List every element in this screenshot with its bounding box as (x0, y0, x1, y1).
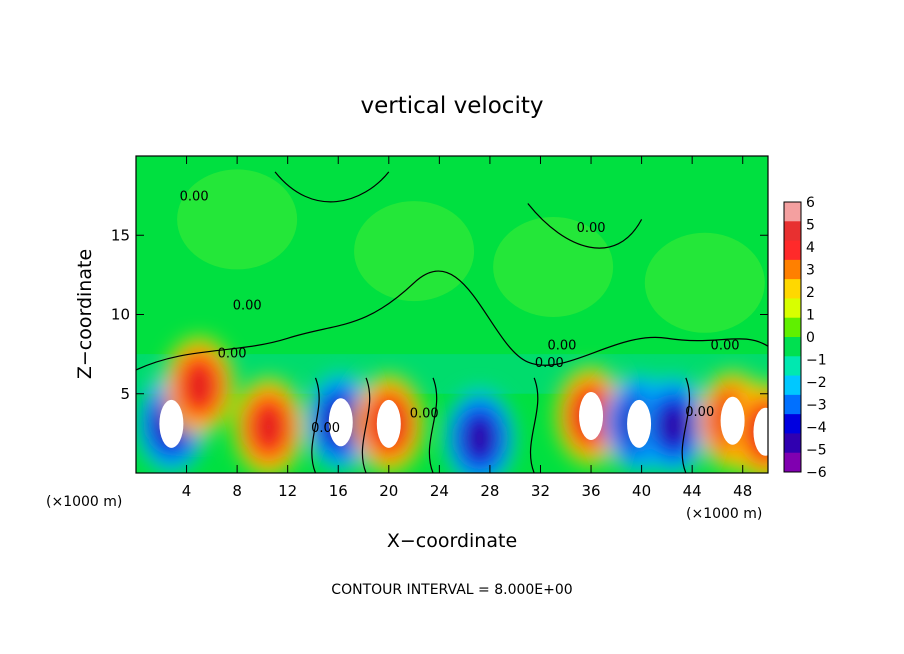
colorbar-label-0: 6 (806, 195, 815, 211)
colorbar-swatch-10 (784, 394, 801, 415)
colorbar-label-1: 5 (806, 218, 815, 234)
colorbar-label-3: 3 (806, 263, 815, 279)
contour-label-8: 0.00 (711, 338, 740, 353)
x-tick-label-28: 28 (480, 482, 499, 500)
cell-5-layer-3 (466, 418, 494, 458)
heatmap-plot-area (136, 156, 768, 473)
colorbar-label-5: 1 (806, 308, 815, 324)
x-axis: 4 8 12 16 20 24 28 32 36 40 44 48 (182, 156, 752, 500)
colorbar-swatch-2 (784, 240, 801, 261)
colorbar-label-11: −5 (806, 443, 827, 459)
chart-title: vertical velocity (361, 93, 544, 119)
x-tick-label-24: 24 (430, 482, 449, 500)
y-axis: 5 10 15 (111, 226, 768, 403)
x-tick-label-12: 12 (278, 482, 297, 500)
contour-interval: CONTOUR INTERVAL = 8.000E+00 (331, 582, 572, 598)
cell-core-0 (159, 399, 184, 448)
cell-core-7 (627, 399, 652, 448)
x-tick-label-4: 4 (182, 482, 192, 500)
zero-contour-top-right (527, 203, 643, 249)
colorbar-swatch-7 (784, 337, 801, 357)
colorbar-swatch-12 (784, 433, 801, 454)
zero-contour-vertical-0 (311, 377, 320, 473)
colorbar-label-9: −3 (806, 398, 827, 414)
y-tick-label-15: 15 (111, 226, 130, 244)
colorbar-swatch-13 (784, 452, 801, 473)
field-band-1 (354, 201, 475, 302)
cell-core-3 (328, 398, 353, 447)
colorbar-label-7: −1 (806, 353, 827, 369)
zero-contour-vertical-2 (428, 377, 438, 473)
contour-label-4: 0.00 (410, 407, 439, 422)
colorbar-label-10: −4 (806, 420, 827, 436)
contour-label-6: 0.00 (535, 356, 564, 371)
cell-8-layer-3 (659, 406, 687, 445)
x-tick-label-32: 32 (531, 482, 550, 500)
colorbar-swatch-4 (784, 279, 801, 299)
colorbar-frame (783, 201, 802, 473)
zero-contours (136, 171, 768, 473)
colorbar-swatch-11 (784, 414, 801, 434)
colorbar-label-4: 2 (806, 285, 815, 301)
zero-contour-upper (136, 270, 768, 371)
cell-core-10 (753, 407, 768, 456)
cell-core-9 (720, 396, 745, 445)
y-tick-label-5: 5 (120, 385, 130, 403)
colorbar-label-12: −6 (806, 465, 827, 481)
contour-label-2: 0.00 (218, 346, 247, 361)
colorbar-swatch-6 (784, 317, 801, 338)
contour-label-7: 0.00 (577, 221, 606, 236)
colorbar-swatch-0 (784, 202, 801, 222)
contour-label-1: 0.00 (233, 299, 262, 314)
x-axis-label: X−coordinate (387, 530, 517, 552)
zero-contour-vertical-3 (529, 377, 539, 473)
contour-labels: 0.00 0.00 0.00 0.00 0.00 0.00 0.00 0.00 0.00 0.00 (180, 189, 740, 435)
contour-label-5: 0.00 (547, 338, 576, 353)
colorbar: 6 5 4 3 2 1 0 −1 −2 −3 −4 −5 −6 (783, 195, 827, 481)
x-tick-label-44: 44 (683, 482, 702, 500)
x-tick-label-20: 20 (379, 482, 398, 500)
cell-2-layer-3 (255, 407, 283, 447)
x-tick-label-16: 16 (329, 482, 348, 500)
colorbar-swatch-5 (784, 298, 801, 319)
y-tick-label-10: 10 (111, 306, 130, 324)
contour-label-0: 0.00 (180, 189, 209, 204)
zero-contour-vertical-4 (681, 377, 691, 473)
velocity-cores (159, 391, 768, 456)
x-tick-label-36: 36 (581, 482, 600, 500)
contour-label-9: 0.00 (685, 405, 714, 420)
contour-label-3: 0.00 (311, 421, 340, 436)
zero-contour-top (274, 171, 390, 203)
zero-contour-vertical-1 (361, 377, 371, 473)
field-band-3 (644, 232, 765, 333)
cell-core-6 (579, 391, 604, 440)
x-tick-label-48: 48 (733, 482, 752, 500)
colorbar-swatch-1 (784, 221, 801, 242)
colorbar-label-2: 4 (806, 240, 815, 256)
colorbar-swatch-3 (784, 259, 801, 280)
colorbar-swatch-9 (784, 375, 801, 396)
colorbar-swatch-8 (784, 356, 801, 377)
x-tick-label-40: 40 (632, 482, 651, 500)
field-band-2 (493, 216, 614, 317)
colorbar-label-8: −2 (806, 375, 827, 391)
x-tick-label-8: 8 (232, 482, 242, 500)
x-unit-left: (×1000 m) (46, 494, 122, 510)
x-unit-right: (×1000 m) (686, 506, 762, 522)
y-axis-label: Z−coordinate (74, 249, 96, 379)
field-band-0 (177, 169, 298, 270)
colorbar-label-6: 0 (806, 330, 815, 346)
cell-core-4 (376, 399, 401, 448)
cell-1-layer-3 (185, 366, 213, 406)
